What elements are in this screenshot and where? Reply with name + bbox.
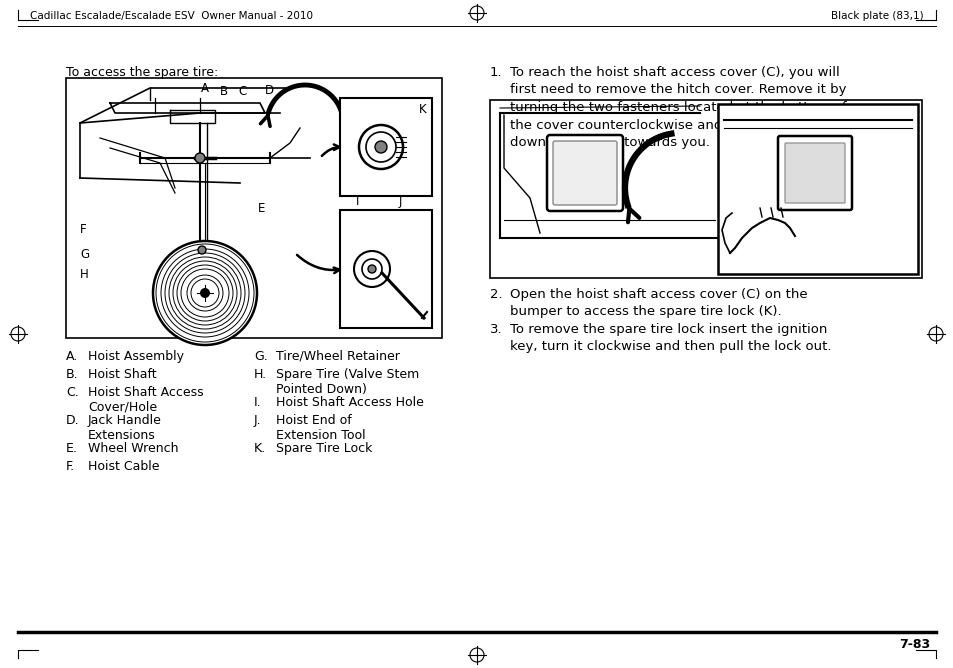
Text: Black plate (83,1): Black plate (83,1) <box>830 11 923 21</box>
Text: Open the hoist shaft access cover (C) on the
bumper to access the spare tire loc: Open the hoist shaft access cover (C) on… <box>510 288 807 319</box>
Text: J.: J. <box>253 414 261 427</box>
Circle shape <box>198 246 206 254</box>
Circle shape <box>152 241 256 345</box>
Text: Hoist Shaft Access Hole: Hoist Shaft Access Hole <box>275 396 423 409</box>
Text: F: F <box>80 223 87 236</box>
Text: Hoist Shaft: Hoist Shaft <box>88 368 156 381</box>
Text: 3.: 3. <box>490 323 502 336</box>
Text: Hoist Assembly: Hoist Assembly <box>88 350 184 363</box>
Text: K: K <box>419 103 427 116</box>
Bar <box>66 78 441 338</box>
Text: C.: C. <box>66 386 79 399</box>
Text: Jack Handle
Extensions: Jack Handle Extensions <box>88 414 162 442</box>
Text: 7-83: 7-83 <box>898 637 929 651</box>
Text: Spare Tire Lock: Spare Tire Lock <box>275 442 372 455</box>
Text: 2.: 2. <box>490 288 502 301</box>
Text: To reach the hoist shaft access cover (C), you will
first need to remove the hit: To reach the hoist shaft access cover (C… <box>510 66 853 149</box>
Text: G: G <box>80 248 89 261</box>
Text: To access the spare tire:: To access the spare tire: <box>66 66 218 79</box>
Text: F.: F. <box>66 460 75 473</box>
Text: D: D <box>265 84 274 97</box>
Text: H.: H. <box>253 368 267 381</box>
Text: Wheel Wrench: Wheel Wrench <box>88 442 178 455</box>
Text: B: B <box>220 85 228 98</box>
Bar <box>339 98 432 196</box>
Bar <box>718 104 917 274</box>
Text: C: C <box>237 85 246 98</box>
Text: G.: G. <box>253 350 268 363</box>
Circle shape <box>375 141 387 153</box>
Text: D.: D. <box>66 414 79 427</box>
Text: H: H <box>80 268 89 281</box>
Text: B.: B. <box>66 368 78 381</box>
Text: E.: E. <box>66 442 78 455</box>
Text: I: I <box>355 195 359 208</box>
Bar <box>339 210 432 328</box>
Text: Hoist End of
Extension Tool: Hoist End of Extension Tool <box>275 414 365 442</box>
Text: Hoist Cable: Hoist Cable <box>88 460 159 473</box>
Text: Hoist Shaft Access
Cover/Hole: Hoist Shaft Access Cover/Hole <box>88 386 203 414</box>
Text: To remove the spare tire lock insert the ignition
key, turn it clockwise and the: To remove the spare tire lock insert the… <box>510 323 831 353</box>
Circle shape <box>200 288 210 298</box>
Text: Spare Tire (Valve Stem
Pointed Down): Spare Tire (Valve Stem Pointed Down) <box>275 368 418 396</box>
Text: E: E <box>257 202 265 215</box>
Text: A: A <box>201 82 209 95</box>
Text: 1.: 1. <box>490 66 502 79</box>
Bar <box>490 100 921 278</box>
Circle shape <box>194 153 205 163</box>
Text: A.: A. <box>66 350 78 363</box>
Text: K.: K. <box>253 442 266 455</box>
Text: J: J <box>398 195 401 208</box>
FancyBboxPatch shape <box>553 141 617 205</box>
FancyBboxPatch shape <box>546 135 622 211</box>
Text: I.: I. <box>253 396 261 409</box>
FancyBboxPatch shape <box>784 143 844 203</box>
Text: Tire/Wheel Retainer: Tire/Wheel Retainer <box>275 350 399 363</box>
Circle shape <box>368 265 375 273</box>
Text: Cadillac Escalade/Escalade ESV  Owner Manual - 2010: Cadillac Escalade/Escalade ESV Owner Man… <box>30 11 313 21</box>
FancyBboxPatch shape <box>778 136 851 210</box>
